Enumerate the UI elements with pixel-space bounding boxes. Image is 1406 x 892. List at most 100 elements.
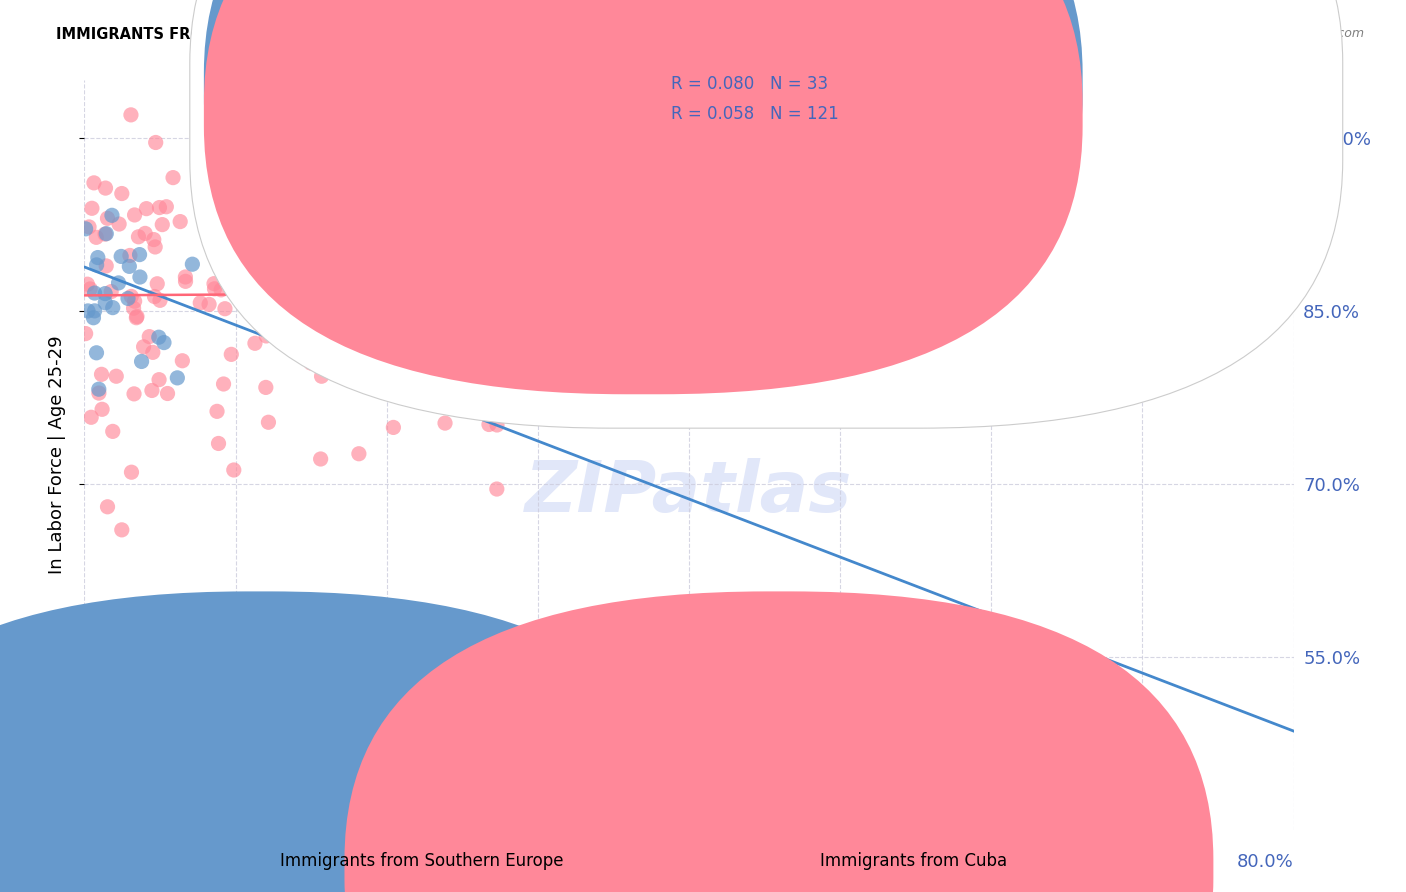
Point [96,259,118,273]
Point [446,320,468,334]
Point [142,233,165,247]
Point [83,304,105,318]
Text: Source: ZipAtlas.com: Source: ZipAtlas.com [1230,27,1364,40]
Text: Immigrants from Southern Europe: Immigrants from Southern Europe [280,852,564,870]
Point [94,181,117,195]
Point [101,208,124,222]
Point [143,289,166,303]
Point [77,219,100,234]
Point [262,128,284,142]
Point [720,317,742,331]
Point [254,286,277,301]
Point [166,371,188,385]
Point [96,500,118,514]
Point [156,386,179,401]
Point [86,346,108,360]
Point [75,222,97,236]
Point [174,270,197,285]
Point [100,285,122,299]
Point [308,339,330,353]
Point [118,260,141,274]
Point [83,286,105,301]
Point [254,380,277,394]
Point [554,293,576,307]
Point [468,300,491,314]
Point [128,247,150,261]
Point [543,341,565,355]
Point [76,277,98,292]
Point [506,310,529,324]
Point [149,293,172,308]
Point [478,417,501,432]
Point [153,335,176,350]
Point [285,308,308,322]
Point [111,186,134,201]
Point [107,276,129,290]
Point [194,162,217,177]
Point [269,172,291,186]
Point [118,248,141,262]
Point [333,329,356,343]
Point [84,230,107,244]
Point [222,463,245,477]
Point [87,382,110,396]
Point [382,420,405,434]
Point [105,369,128,384]
Point [127,229,149,244]
Point [299,216,322,230]
Point [484,308,506,322]
Point [155,200,177,214]
Point [94,286,117,301]
Point [142,345,165,359]
Point [381,145,404,160]
Point [311,369,333,384]
Point [120,289,142,303]
Point [145,136,167,150]
Point [430,366,453,380]
Point [197,165,219,179]
Point [574,108,596,122]
Point [80,202,103,216]
Point [80,410,103,425]
Point [86,258,108,272]
Point [434,416,457,430]
Point [148,201,170,215]
Point [172,353,194,368]
Point [235,265,257,279]
Point [278,296,301,310]
Point [200,175,222,189]
Point [111,523,134,537]
Point [96,227,118,241]
Point [257,415,280,429]
Point [121,465,143,479]
Point [221,347,243,361]
Point [202,277,225,291]
Point [209,283,232,297]
Point [110,249,132,263]
Point [333,327,356,342]
Text: ZIPatlas: ZIPatlas [526,458,852,527]
Point [309,452,332,467]
Point [254,263,277,277]
Point [285,257,308,271]
Text: IMMIGRANTS FROM SOUTHERN EUROPE VS IMMIGRANTS FROM CUBA IN LABOR FORCE | AGE 25-: IMMIGRANTS FROM SOUTHERN EUROPE VS IMMIG… [56,27,1054,43]
Point [257,247,280,261]
Point [505,176,527,190]
Point [492,155,515,169]
Point [470,384,492,398]
Point [347,447,370,461]
Point [134,227,156,241]
Point [90,368,112,382]
Text: Immigrants from Cuba: Immigrants from Cuba [820,852,1008,870]
Point [141,384,163,398]
Point [202,207,225,221]
Point [527,673,550,687]
Point [373,181,395,195]
Y-axis label: In Labor Force | Age 25-29: In Labor Force | Age 25-29 [48,335,66,574]
Point [75,326,97,341]
Point [329,145,352,159]
Point [120,108,142,122]
Point [101,425,124,439]
Point [254,154,277,169]
Point [150,218,173,232]
